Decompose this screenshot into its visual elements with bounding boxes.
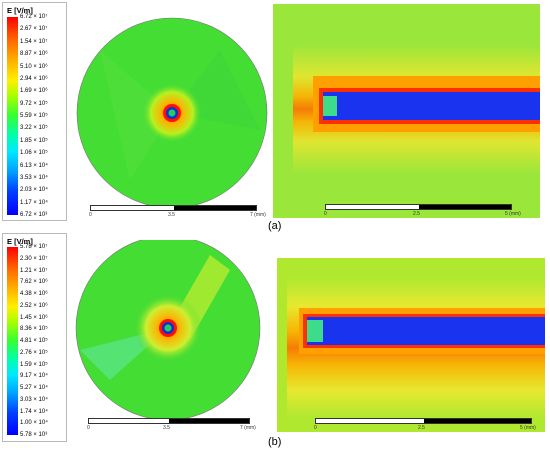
legend-tick-label: 1.17 × 10⁴	[20, 199, 48, 206]
scale-label: 0	[324, 211, 327, 217]
legend-tick-label: 8.87 × 10⁶	[20, 51, 48, 58]
legend-title: E [V/m]	[7, 6, 33, 15]
legend-tick-label: 2.76 × 10⁵	[20, 349, 48, 356]
color-legend-a: E [V/m] 6.72 × 10⁷ 2.67 × 10⁷ 1.54 × 10⁷ 8.…	[2, 2, 67, 221]
section-field-svg-b	[277, 258, 545, 432]
legend-tick-label: 7.62 × 10⁶	[20, 279, 48, 286]
caption-b: (b)	[268, 436, 282, 448]
legend-tick-label: 1.59 × 10⁵	[20, 361, 48, 368]
scale-bar	[90, 205, 257, 211]
scale-label: 7 (mm)	[240, 425, 256, 431]
disk-field-svg-a	[76, 17, 268, 209]
legend-tick-label: 1.69 × 10⁶	[20, 88, 48, 95]
disk-field-plot-a	[70, 10, 270, 225]
legend-tick-label: 5.78 × 10³	[20, 432, 48, 438]
legend-tick-label: 1.45 × 10⁶	[20, 314, 48, 321]
disk-field-svg-b	[75, 240, 261, 421]
scale-label: 0	[87, 425, 90, 431]
legend-color-bar	[7, 247, 18, 435]
scale-bar	[88, 418, 250, 424]
legend-tick-label: 2.30 × 10⁷	[20, 255, 48, 262]
legend-tick-label: 3.22 × 10⁵	[20, 125, 48, 132]
legend-tick-label: 4.81 × 10⁵	[20, 338, 48, 344]
legend-title: E [V/m]	[7, 237, 33, 246]
legend-color-bar	[7, 17, 18, 215]
legend-tick-label: 5.78 × 10⁷	[20, 244, 48, 250]
section-field-plot-a	[273, 4, 540, 218]
color-legend-b: E [V/m] 5.78 × 10⁷ 2.30 × 10⁷ 1.21 × 10⁷ 7.…	[2, 233, 67, 442]
legend-tick-label: 9.17 × 10⁴	[20, 373, 48, 380]
legend-tick-label: 6.13 × 10⁴	[20, 162, 48, 169]
scale-label: 5 (mm)	[505, 211, 521, 217]
legend-tick-label: 1.21 × 10⁷	[20, 267, 48, 274]
scale-label: 2.5	[418, 425, 425, 431]
legend-tick-label: 8.36 × 10⁵	[20, 326, 48, 333]
legend-tick-label: 1.54 × 10⁷	[20, 38, 48, 45]
scale-bar	[315, 418, 532, 424]
scale-bar	[325, 204, 512, 210]
scale-label: 2.5	[413, 211, 420, 217]
legend-tick-label: 4.38 × 10⁶	[20, 291, 48, 297]
disk-field-plot-b	[70, 240, 270, 440]
legend-tick-label: 3.53 × 10⁴	[20, 174, 48, 181]
scale-label: 5 (mm)	[520, 425, 536, 431]
legend-tick-label: 5.10 × 10⁶	[20, 63, 48, 70]
scale-label: 3.5	[163, 425, 170, 431]
legend-tick-label: 5.59 × 10⁵	[20, 113, 48, 119]
scale-label: 0	[89, 212, 92, 218]
legend-tick-label: 2.52 × 10⁶	[20, 302, 48, 309]
legend-tick-label: 3.03 × 10⁴	[20, 396, 48, 403]
legend-tick-label: 2.03 × 10⁴	[20, 187, 48, 194]
legend-tick-label: 5.27 × 10⁴	[20, 385, 48, 391]
legend-tick-label: 2.67 × 10⁷	[20, 26, 48, 33]
legend-tick-label: 6.72 × 10³	[20, 212, 48, 218]
legend-tick-label: 1.85 × 10⁵	[20, 137, 48, 144]
section-field-svg-a	[273, 4, 540, 218]
legend-tick-label: 9.72 × 10⁵	[20, 100, 48, 107]
caption-a: (a)	[268, 220, 282, 232]
scale-label: 7 (mm)	[250, 212, 266, 218]
legend-tick-label: 1.00 × 10⁴	[20, 420, 48, 427]
legend-tick-label: 1.06 × 10⁵	[20, 150, 48, 157]
legend-tick-label: 6.72 × 10⁷	[20, 14, 48, 20]
legend-tick-label: 1.74 × 10⁴	[20, 408, 48, 415]
section-field-plot-b	[277, 258, 545, 432]
legend-tick-label: 2.94 × 10⁶	[20, 75, 48, 82]
scale-label: 3.5	[168, 212, 175, 218]
scale-label: 0	[314, 425, 317, 431]
